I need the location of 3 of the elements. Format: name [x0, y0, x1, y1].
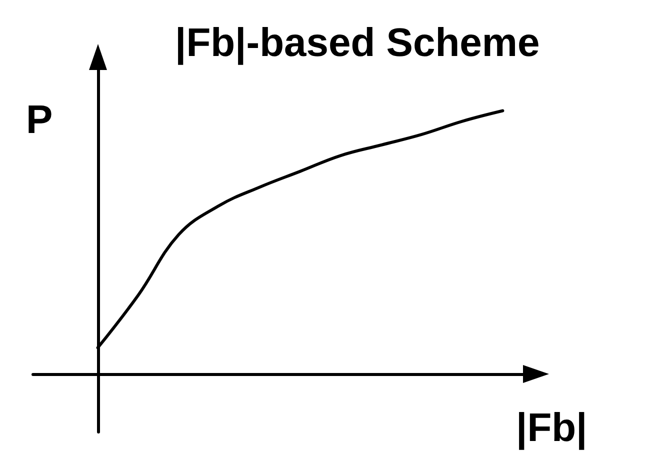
y-axis-title: P	[26, 98, 53, 142]
chart-title: |Fb|-based Scheme	[175, 21, 540, 65]
x-axis-title: |Fb|	[516, 406, 588, 450]
